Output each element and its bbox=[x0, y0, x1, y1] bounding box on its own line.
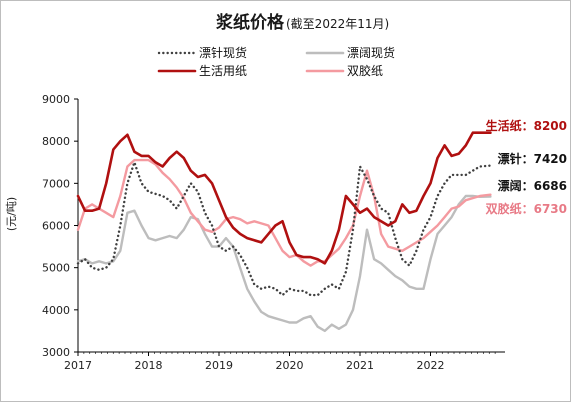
legend-label: 漂针现货 bbox=[199, 45, 247, 60]
y-tick-label: 3000 bbox=[42, 346, 70, 359]
axes: 3000 4000 5000 6000 7000 8000 9000 2017 2018 2019… bbox=[42, 93, 505, 372]
series-group bbox=[76, 131, 492, 333]
end-label: 漂针：7420 bbox=[498, 151, 567, 166]
y-axis-label: (元/吨) bbox=[5, 197, 18, 231]
series-line-2 bbox=[76, 131, 492, 265]
x-tick-label: 2020 bbox=[276, 359, 304, 372]
y-tick-label: 4000 bbox=[42, 304, 70, 317]
y-tick-label: 6000 bbox=[42, 220, 70, 233]
y-tick-label: 8000 bbox=[42, 135, 70, 148]
end-labels: 生活纸：8200 漂针：7420 漂阔：6686 双胶纸：6730 bbox=[486, 118, 567, 216]
series-line-3 bbox=[76, 158, 492, 267]
y-tick-label: 5000 bbox=[42, 262, 70, 275]
legend-label: 双胶纸 bbox=[347, 63, 383, 78]
x-tick-label: 2019 bbox=[205, 359, 233, 372]
chart-title-text: 浆纸价格 bbox=[216, 12, 285, 33]
series-line-1 bbox=[76, 194, 492, 333]
y-tick-label: 7000 bbox=[42, 177, 70, 190]
chart-subtitle-text: (截至2022年11月) bbox=[286, 17, 389, 31]
x-tick-label: 2017 bbox=[64, 359, 92, 372]
end-label: 生活纸：8200 bbox=[486, 118, 567, 133]
end-label: 双胶纸：6730 bbox=[486, 201, 567, 216]
legend-label: 漂阔现货 bbox=[347, 45, 395, 60]
legend-label: 生活用纸 bbox=[199, 64, 247, 78]
y-tick-label: 9000 bbox=[42, 93, 70, 106]
series-line-0 bbox=[76, 161, 492, 297]
chart-title: 浆纸价格 (截至2022年11月) bbox=[216, 12, 389, 33]
end-label: 漂阔：6686 bbox=[498, 178, 567, 193]
x-tick-label: 2018 bbox=[135, 359, 163, 372]
x-tick-label: 2021 bbox=[346, 359, 374, 372]
x-tick-label: 2022 bbox=[417, 359, 445, 372]
